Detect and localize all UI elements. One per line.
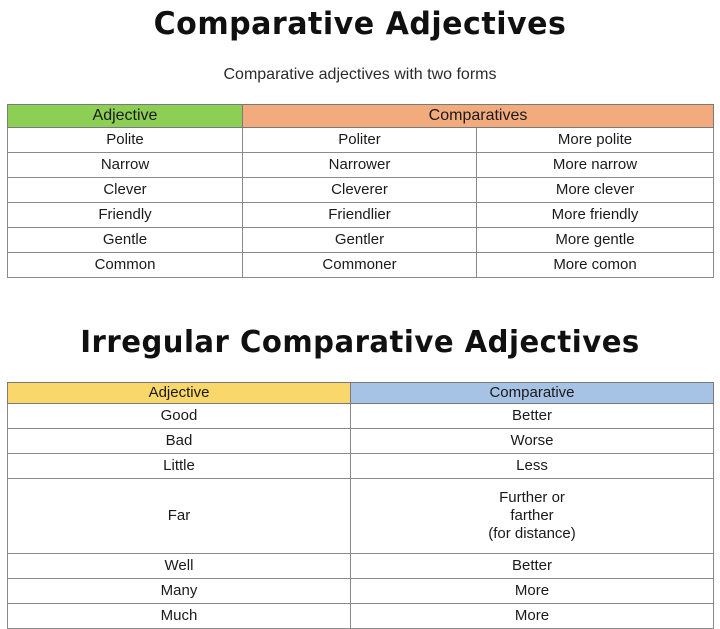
comparative-adjectives-subtitle: Comparative adjectives with two forms	[223, 66, 497, 83]
cell-comparative: Further or farther (for distance)	[350, 478, 714, 554]
table-row: Bad Worse	[7, 428, 714, 454]
cell-adjective: Gentle	[7, 227, 243, 253]
table-row: Good Better	[7, 403, 714, 429]
irregular-comparative-adjectives-title: Irregular Comparative Adjectives	[80, 325, 640, 360]
cell-adjective: Much	[7, 603, 351, 629]
cell-form-er: Narrower	[242, 152, 477, 178]
cell-form-er: Commoner	[242, 252, 477, 278]
table-header-row: Adjective Comparatives	[7, 104, 715, 128]
cell-adjective: Narrow	[7, 152, 243, 178]
table-row: Well Better	[7, 553, 714, 579]
cell-comparative: Better	[350, 553, 714, 579]
cell-form-er: Gentler	[242, 227, 477, 253]
column-header-adjective: Adjective	[7, 104, 243, 128]
table-row: Clever Cleverer More clever	[7, 177, 715, 203]
column-header-comparative: Comparative	[350, 382, 714, 404]
cell-adjective: Well	[7, 553, 351, 579]
cell-form-er: Cleverer	[242, 177, 477, 203]
table-row: Gentle Gentler More gentle	[7, 227, 715, 253]
cell-adjective: Clever	[7, 177, 243, 203]
table-row: Little Less	[7, 453, 714, 479]
irregular-comparative-adjectives-table: Adjective Comparative Good Better Bad Wo…	[7, 382, 714, 629]
cell-comparative: Less	[350, 453, 714, 479]
table-row: Many More	[7, 578, 714, 604]
cell-adjective: Polite	[7, 127, 243, 153]
cell-comparative: More	[350, 578, 714, 604]
column-header-comparatives: Comparatives	[241, 104, 715, 128]
table-row: Far Further or farther (for distance)	[7, 478, 714, 554]
table-row: Narrow Narrower More narrow	[7, 152, 715, 178]
cell-form-more: More comon	[475, 252, 715, 278]
cell-adjective: Many	[7, 578, 351, 604]
cell-comparative: Worse	[350, 428, 714, 454]
column-header-adjective: Adjective	[7, 382, 351, 404]
cell-form-more: More clever	[475, 177, 715, 203]
table-row: Common Commoner More comon	[7, 252, 715, 278]
table-header-row: Adjective Comparative	[7, 382, 714, 404]
cell-adjective: Common	[7, 252, 243, 278]
table-row: Much More	[7, 603, 714, 629]
cell-adjective: Far	[7, 478, 351, 554]
cell-form-more: More gentle	[475, 227, 715, 253]
cell-comparative: Better	[350, 403, 714, 429]
cell-adjective: Little	[7, 453, 351, 479]
comparative-adjectives-table: Adjective Comparatives Polite Politer Mo…	[7, 104, 715, 278]
cell-adjective: Good	[7, 403, 351, 429]
table-row: Polite Politer More polite	[7, 127, 715, 153]
cell-adjective: Friendly	[7, 202, 243, 228]
cell-comparative: More	[350, 603, 714, 629]
cell-form-more: More friendly	[475, 202, 715, 228]
cell-form-er: Politer	[242, 127, 477, 153]
cell-form-more: More narrow	[475, 152, 715, 178]
cell-adjective: Bad	[7, 428, 351, 454]
comparative-adjectives-title: Comparative Adjectives	[153, 6, 567, 42]
cell-form-er: Friendlier	[242, 202, 477, 228]
table-row: Friendly Friendlier More friendly	[7, 202, 715, 228]
cell-form-more: More polite	[475, 127, 715, 153]
